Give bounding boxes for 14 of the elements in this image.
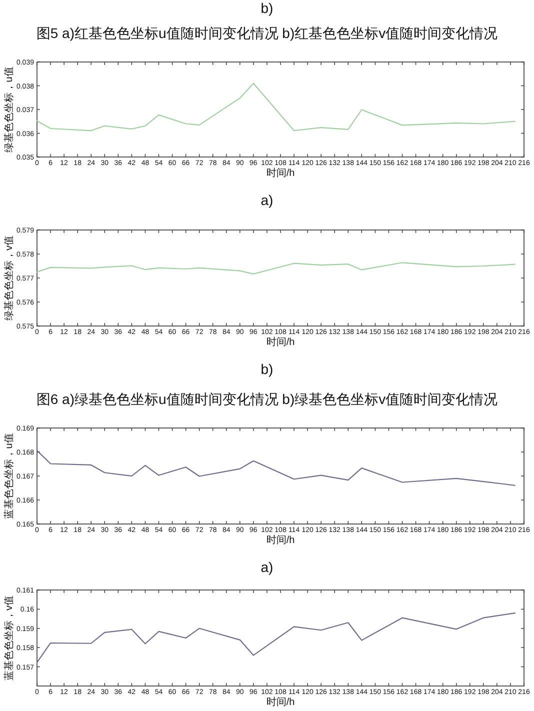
caption: a) bbox=[260, 192, 274, 208]
y-axis-title: 蓝基色色坐标，u值 bbox=[4, 433, 15, 519]
x-axis-title: 时间/h bbox=[266, 697, 295, 708]
y-axis-title: 蓝基色色坐标，v值 bbox=[4, 596, 15, 680]
title: 图6 a)绿基色色坐标u值随时间变化情况 b)绿基色色坐标v值随时间变化情况 bbox=[36, 391, 498, 407]
caption: a) bbox=[260, 559, 274, 575]
x-axis-title: 时间/h bbox=[266, 337, 295, 348]
caption: b) bbox=[260, 361, 274, 377]
title: 图5 a)红基色色坐标u值随时间变化情况 b)红基色色坐标v值随时间变化情况 bbox=[36, 25, 498, 41]
y-axis-title: 绿基色色坐标，v值 bbox=[4, 236, 15, 320]
x-axis-title: 时间/h bbox=[266, 168, 295, 179]
y-axis-title: 绿基色色坐标，u值 bbox=[4, 66, 15, 152]
x-axis-title: 时间/h bbox=[266, 535, 295, 546]
caption: b) bbox=[260, 0, 274, 16]
